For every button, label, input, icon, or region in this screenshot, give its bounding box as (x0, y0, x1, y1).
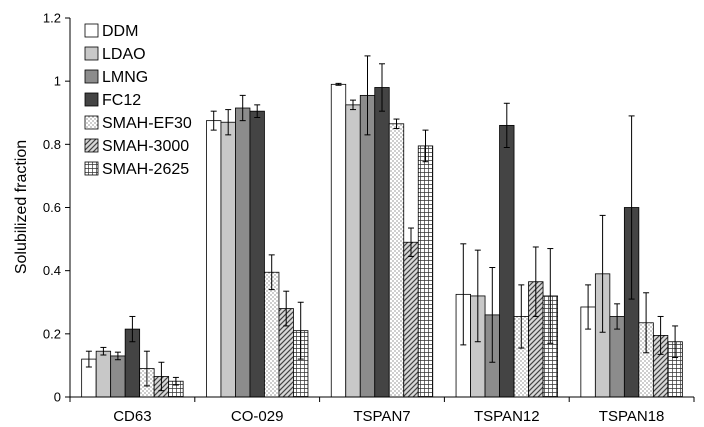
error-bar (254, 104, 261, 118)
legend-label: FC12 (102, 92, 141, 109)
legend-label: DDM (102, 23, 138, 40)
bar (220, 121, 236, 398)
error-bar (672, 325, 679, 359)
error-bar (547, 248, 554, 344)
x-category-label: CO-029 (231, 408, 284, 425)
y-tick-label: 0 (54, 390, 61, 405)
legend-item: SMAH-2625 (84, 161, 189, 178)
legend-swatch (84, 69, 99, 84)
legend-item: SMAH-3000 (84, 138, 189, 155)
error-bar (474, 249, 481, 343)
bar (249, 110, 265, 398)
error-bar (129, 315, 136, 343)
y-tick-label: 0.6 (43, 200, 61, 215)
bar (499, 124, 515, 398)
y-axis-title: Solubilized fraction (13, 140, 30, 274)
error-bar (239, 94, 246, 122)
bar (374, 87, 390, 398)
y-axis: 0 0.2 0.4 0.6 0.8 1 1.2 (43, 11, 71, 405)
error-bar (489, 267, 496, 363)
error-bar (657, 315, 664, 355)
legend-item: DDM (84, 23, 138, 40)
legend-label: LDAO (102, 46, 146, 63)
bar (330, 83, 347, 398)
bar (110, 355, 126, 398)
x-axis: CD63 CO-029 TSPAN7 TSPAN12 TSPAN18 (69, 396, 695, 425)
y-tick-label: 0.8 (43, 137, 61, 152)
legend-label: SMAH-3000 (102, 138, 189, 155)
legend-swatch (84, 46, 99, 61)
error-bar (364, 55, 371, 136)
error-bar (158, 361, 165, 392)
error-bar (518, 284, 525, 349)
bar (359, 94, 376, 398)
bar (235, 107, 251, 398)
bars (81, 83, 683, 398)
error-bar (335, 82, 342, 86)
legend-item: LDAO (84, 46, 146, 63)
error-bar (614, 303, 621, 330)
legend-swatch (84, 161, 99, 176)
legend-item: FC12 (84, 92, 141, 109)
x-category-label: TSPAN12 (474, 408, 540, 425)
x-category-label: TSPAN7 (353, 408, 410, 425)
error-bar (297, 301, 304, 360)
error-bar (643, 292, 650, 354)
error-bars (85, 55, 679, 392)
y-tick-label: 1 (54, 74, 61, 89)
error-bar (460, 243, 467, 346)
y-tick-label: 0.4 (43, 263, 61, 278)
y-tick-label: 0.2 (43, 326, 61, 341)
bar (206, 120, 222, 398)
error-bar (503, 102, 510, 148)
error-bar (393, 118, 400, 130)
error-bar (172, 376, 179, 386)
legend-swatch (84, 23, 99, 38)
y-tick-label: 1.2 (43, 11, 61, 26)
error-bar (628, 115, 635, 300)
bar (95, 350, 112, 398)
error-bar (422, 129, 429, 163)
error-bar (379, 63, 385, 112)
x-category-label: CD63 (113, 408, 151, 425)
error-bar (408, 227, 414, 257)
error-bar (532, 246, 539, 317)
legend-label: SMAH-2625 (102, 161, 189, 178)
error-bar (350, 99, 356, 111)
legend-swatch (84, 138, 99, 153)
error-bar (100, 346, 107, 356)
error-bar (85, 350, 92, 368)
error-bar (225, 109, 232, 136)
legend-label: LMNG (102, 69, 148, 86)
legend-swatch (84, 115, 99, 130)
legend-swatch (84, 92, 99, 107)
error-bar (599, 214, 606, 333)
error-bar (114, 351, 121, 361)
legend-item: LMNG (84, 69, 148, 86)
legend: DDM LDAO LMNG FC12 SMAH-EF30 SMAH-3000 SMAH-26… (84, 23, 192, 178)
x-category-label: TSPAN18 (599, 408, 665, 425)
error-bar (143, 350, 150, 387)
bar (388, 123, 405, 398)
error-bar (283, 290, 290, 327)
bar (345, 104, 361, 398)
bar (403, 241, 419, 398)
bar (264, 271, 280, 398)
error-bar (210, 110, 217, 131)
legend-item: SMAH-EF30 (84, 115, 192, 132)
legend-label: SMAH-EF30 (102, 115, 192, 132)
error-bar (585, 284, 592, 330)
error-bar (268, 254, 275, 291)
bar (417, 145, 434, 398)
